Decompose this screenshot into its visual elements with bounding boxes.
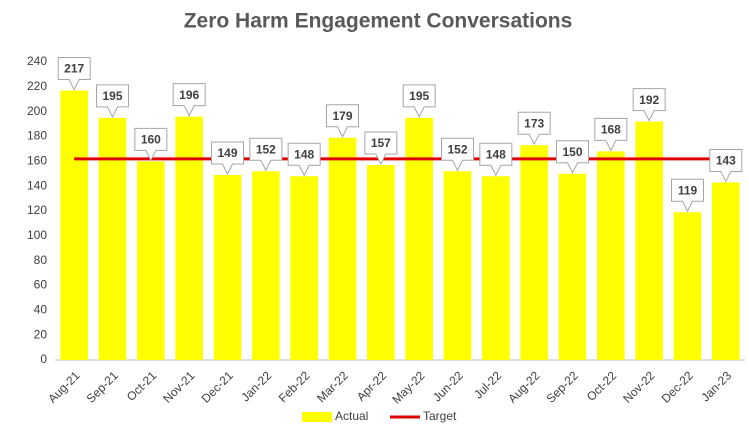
bar (213, 174, 242, 360)
bar (290, 176, 318, 360)
bar (558, 173, 587, 360)
y-tick-label: 240 (27, 54, 47, 68)
data-label: 195 (102, 89, 122, 103)
callout (517, 111, 551, 146)
y-tick-label: 140 (27, 178, 47, 192)
bar (597, 151, 625, 360)
x-tick-label: Jun-22 (430, 368, 466, 404)
data-label: 173 (524, 116, 544, 130)
data-label: 192 (639, 93, 659, 107)
bar (328, 137, 357, 360)
data-label: 143 (716, 154, 736, 168)
x-tick-label: Oct-22 (584, 368, 620, 404)
bar (443, 171, 472, 360)
x-tick-label: Dec-21 (199, 368, 236, 405)
y-tick-label: 180 (27, 129, 47, 143)
callout (671, 178, 704, 213)
bar (252, 171, 280, 360)
x-tick-label: Jan-22 (238, 368, 274, 404)
x-tick-label: Aug-22 (505, 368, 542, 405)
callout (479, 142, 513, 177)
callout (287, 142, 321, 177)
data-label: 196 (179, 88, 199, 102)
x-tick-label: Apr-22 (354, 368, 390, 404)
bar (712, 182, 740, 360)
data-label: 148 (486, 147, 506, 161)
data-label: 148 (294, 147, 314, 161)
x-tick-label: May-22 (389, 368, 427, 406)
bar (635, 121, 663, 360)
bar (482, 176, 510, 360)
callout (364, 131, 398, 166)
chart-title: Zero Harm Engagement Conversations (184, 10, 573, 33)
x-tick-label: Feb-22 (276, 368, 313, 405)
y-tick-label: 100 (27, 228, 47, 242)
legend-label: Target (423, 409, 457, 423)
callout (402, 84, 436, 118)
callout (632, 88, 666, 122)
callout (556, 140, 589, 174)
x-tick-label: Dec-22 (659, 368, 696, 405)
callout (326, 104, 359, 138)
callout (57, 57, 91, 91)
x-tick-label: Sep-21 (84, 368, 121, 405)
data-label: 168 (601, 123, 621, 137)
x-tick-label: Jan-23 (698, 368, 734, 404)
callout (249, 137, 283, 172)
callout (441, 137, 474, 172)
data-label: 217 (64, 62, 84, 76)
y-tick-label: 120 (27, 203, 47, 217)
data-label: 119 (678, 183, 698, 197)
bar (673, 212, 702, 360)
y-tick-label: 200 (27, 104, 47, 118)
y-tick-label: 0 (40, 352, 47, 366)
data-label: 179 (332, 109, 352, 123)
callout (594, 117, 628, 152)
x-tick-label: Mar-22 (314, 368, 351, 405)
x-tick-label: Aug-21 (45, 368, 82, 405)
callout (211, 141, 244, 176)
bar (175, 116, 203, 360)
y-tick-label: 20 (34, 327, 48, 341)
bar (98, 117, 127, 360)
legend-label: Actual (335, 409, 368, 423)
data-label: 150 (562, 145, 582, 159)
legend-swatch (302, 412, 332, 422)
y-tick-label: 40 (34, 303, 48, 317)
y-tick-label: 80 (34, 253, 48, 267)
y-tick-label: 160 (27, 154, 47, 168)
x-tick-label: Oct-21 (124, 368, 160, 404)
data-label: 149 (217, 146, 237, 160)
data-label: 195 (409, 89, 429, 103)
callout (134, 127, 168, 162)
y-tick-label: 220 (27, 79, 47, 93)
bar (520, 145, 548, 360)
data-label: 157 (371, 136, 391, 150)
data-label: 160 (141, 133, 161, 147)
x-tick-label: Nov-22 (620, 368, 657, 405)
data-label: 152 (256, 142, 276, 156)
data-label: 152 (447, 142, 467, 156)
x-tick-label: Nov-21 (160, 368, 197, 405)
bar (367, 165, 395, 360)
callout (96, 84, 129, 118)
x-tick-label: Sep-22 (544, 368, 581, 405)
bar (137, 161, 165, 360)
bar (60, 90, 88, 360)
x-tick-label: Jul-22 (471, 368, 504, 401)
callout (172, 83, 206, 117)
bar (405, 117, 433, 360)
y-tick-label: 60 (34, 278, 48, 292)
callout (709, 148, 743, 183)
